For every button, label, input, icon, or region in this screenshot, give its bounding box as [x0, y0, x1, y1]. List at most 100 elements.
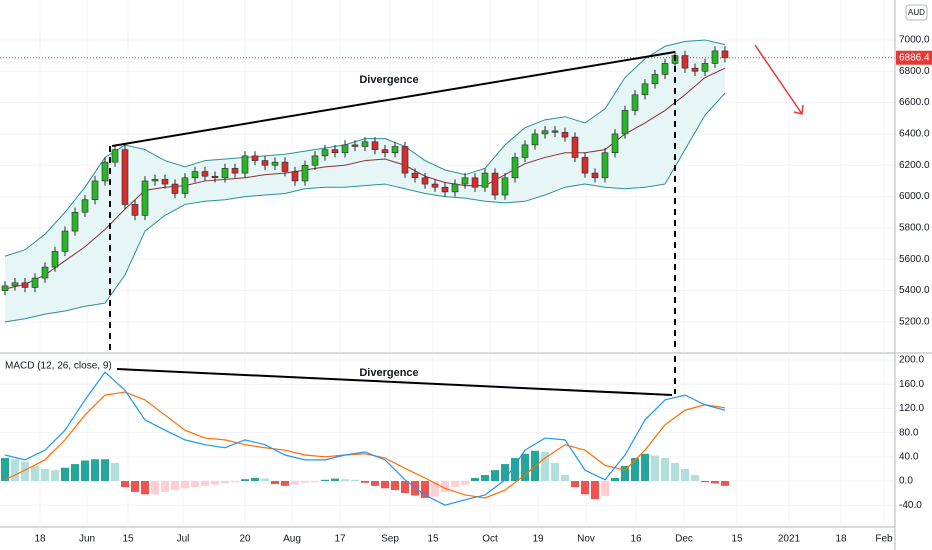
- histogram-bar: [511, 458, 519, 482]
- y-tick-label: 6800.0: [899, 66, 930, 77]
- histogram-bar: [141, 481, 149, 495]
- last-price-badge: [896, 50, 932, 65]
- x-tick-label: 15: [122, 534, 134, 545]
- histogram-bar: [451, 481, 459, 488]
- x-tick-label: 20: [239, 534, 251, 545]
- signal-line: [4, 391, 726, 499]
- price-pane: [0, 39, 895, 323]
- x-tick-label: 19: [532, 534, 544, 545]
- histogram-bar: [281, 481, 289, 486]
- candle-body: [131, 204, 139, 216]
- candle-body: [641, 83, 649, 96]
- y-tick-label: 5600.0: [899, 254, 930, 265]
- histogram-bar: [201, 481, 209, 486]
- candle-body: [421, 177, 429, 185]
- histogram-bar: [81, 460, 89, 482]
- y-tick-label: 0.0: [899, 476, 913, 487]
- histogram-bar: [611, 477, 619, 482]
- histogram-bar: [301, 481, 309, 483]
- histogram-bar: [211, 481, 219, 485]
- histogram-bar: [641, 453, 649, 482]
- x-tick-label: 15: [427, 534, 439, 545]
- histogram-bar: [231, 481, 239, 483]
- histogram-bar: [591, 481, 599, 500]
- candle-body: [371, 141, 379, 150]
- histogram-bar: [131, 481, 139, 492]
- histogram-bar: [331, 478, 339, 482]
- lower-band: [4, 92, 726, 323]
- candle-body: [681, 55, 689, 69]
- x-tick-label: Dec: [675, 534, 693, 545]
- histogram-bar: [311, 481, 319, 483]
- arrow-head: [793, 104, 804, 115]
- histogram-bar: [191, 481, 199, 488]
- candle-body: [521, 144, 529, 158]
- histogram-bar: [171, 481, 179, 491]
- candle-body: [141, 180, 149, 216]
- candle-body: [151, 179, 159, 182]
- histogram-bar: [661, 458, 669, 482]
- histogram-bar: [101, 459, 109, 482]
- currency-badge: [905, 4, 928, 21]
- x-tick-label: 18: [835, 534, 847, 545]
- candle-body: [11, 282, 19, 287]
- histogram-bar: [251, 477, 259, 482]
- candle-body: [231, 168, 239, 174]
- histogram-bar: [381, 481, 389, 489]
- histogram-bar: [291, 481, 299, 485]
- histogram-bar: [581, 481, 589, 495]
- y-tick-label: 6200.0: [899, 160, 930, 171]
- histogram-bar: [431, 481, 439, 497]
- y-tick-label: 5400.0: [899, 285, 930, 296]
- histogram-bar: [461, 481, 469, 485]
- histogram-bar: [91, 459, 99, 482]
- candle-body: [391, 146, 399, 154]
- histogram-bar: [271, 481, 279, 485]
- histogram-bar: [601, 481, 609, 497]
- candle-body: [101, 161, 109, 182]
- histogram-bar: [151, 481, 159, 495]
- x-tick-label: 18: [34, 534, 46, 545]
- candle-body: [21, 282, 29, 288]
- y-tick-label: -40.0: [899, 500, 922, 511]
- y-tick-label: 200.0: [899, 355, 924, 366]
- indicator-title: MACD (12, 26, close, 9): [5, 361, 112, 372]
- histogram-bar: [371, 481, 379, 486]
- histogram-bar: [51, 470, 59, 482]
- candle-body: [161, 179, 169, 185]
- y-tick-label: 120.0: [899, 403, 924, 414]
- candle-body: [501, 177, 509, 196]
- candle-body: [251, 155, 259, 161]
- histogram-bar: [501, 464, 509, 482]
- candle-body: [351, 144, 359, 147]
- candle-body: [31, 277, 39, 288]
- macd-pane: [1, 371, 729, 506]
- histogram-bar: [571, 481, 579, 488]
- trend-line: [116, 368, 673, 396]
- candle-body: [201, 171, 209, 177]
- candle-body: [111, 149, 119, 163]
- candle-body: [81, 199, 89, 213]
- histogram-bar: [221, 481, 229, 484]
- candle-body: [621, 110, 629, 135]
- y-tick-label: 160.0: [899, 379, 924, 390]
- y-tick-label: 7000.0: [899, 35, 930, 46]
- y-tick-label: 40.0: [899, 451, 919, 462]
- annotation: Divergence: [359, 74, 418, 86]
- candle-body: [211, 175, 219, 179]
- candle-body: [341, 144, 349, 154]
- y-tick-label: 6000.0: [899, 191, 930, 202]
- histogram-bar: [321, 479, 329, 482]
- candle-body: [431, 183, 439, 188]
- trend-line: [111, 51, 676, 147]
- histogram-bar: [41, 468, 49, 482]
- candle-body: [321, 149, 329, 157]
- candle-body: [611, 133, 619, 154]
- histogram-bar: [391, 481, 399, 491]
- candle-body: [481, 172, 489, 188]
- histogram-bar: [721, 481, 729, 486]
- histogram-bar: [471, 477, 479, 482]
- histogram-bar: [71, 464, 79, 482]
- candle-body: [191, 171, 199, 179]
